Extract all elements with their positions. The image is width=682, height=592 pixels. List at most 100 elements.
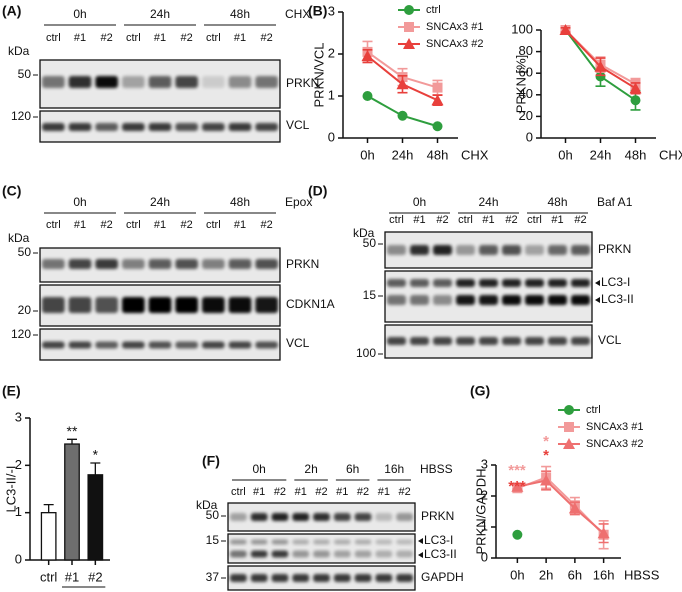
y-tick-label: 0 xyxy=(481,549,488,564)
marker-label: 50 xyxy=(18,245,32,259)
data-point xyxy=(362,91,373,101)
significance: * xyxy=(93,447,99,463)
significance: * xyxy=(543,433,549,450)
legend-marker xyxy=(404,5,414,15)
y-tick-label: 3 xyxy=(481,456,488,471)
protein-label: LC3-II xyxy=(601,292,634,306)
band xyxy=(502,245,521,255)
lane-label: ctrl xyxy=(206,32,221,44)
band xyxy=(456,295,475,305)
y-tick-label: 0 xyxy=(15,551,22,566)
lane-label: #1 xyxy=(234,219,246,231)
group-label: 48h xyxy=(547,195,567,209)
y-tick-label: 2 xyxy=(481,487,488,502)
y-axis-label: PRKN/VCL xyxy=(311,42,326,107)
band xyxy=(333,513,351,521)
band xyxy=(228,297,252,313)
lane-label: #2 xyxy=(181,32,193,44)
y-tick-label: 1 xyxy=(15,504,22,519)
y-tick-label: 3 xyxy=(15,409,22,424)
lane-label: ctrl xyxy=(231,486,246,498)
x-tick-label: 0h xyxy=(558,147,572,162)
data-point xyxy=(511,480,524,492)
y-axis-label: PRKN/GAPDH xyxy=(473,469,488,555)
panel-label: (B) xyxy=(308,3,327,19)
band xyxy=(387,245,406,255)
lane-label: #2 xyxy=(181,219,193,231)
band xyxy=(387,279,406,287)
unit-label: kDa xyxy=(353,226,375,240)
panel-label: (G) xyxy=(470,383,490,399)
lane-label: #1 xyxy=(154,219,166,231)
lane-label: #2 xyxy=(398,486,410,498)
band xyxy=(313,550,330,558)
legend-label: SNCAx3 #2 xyxy=(426,38,483,50)
treatment-label: Baf A1 xyxy=(597,195,633,209)
band xyxy=(333,550,351,558)
lane-label: #2 xyxy=(274,486,286,498)
band xyxy=(433,295,452,305)
band xyxy=(375,574,393,582)
x-tick-label: ctrl xyxy=(40,569,57,584)
band xyxy=(525,295,544,305)
marker-label: 50 xyxy=(206,508,220,522)
band xyxy=(202,123,225,131)
band xyxy=(175,76,198,88)
band xyxy=(375,539,393,545)
protein-label: VCL xyxy=(598,333,622,347)
group-label: 0h xyxy=(252,462,265,476)
treatment-label: Epox xyxy=(285,195,312,209)
band-arrow xyxy=(595,280,600,286)
band xyxy=(292,550,310,558)
band xyxy=(571,295,590,305)
lane-label: #1 xyxy=(74,219,86,231)
lane-label: #1 xyxy=(253,486,265,498)
unit-label: kDa xyxy=(196,498,218,512)
protein-label: CDKN1A xyxy=(286,297,335,311)
band xyxy=(42,259,65,269)
x-axis-label: CHX xyxy=(659,147,682,162)
bar xyxy=(40,512,57,561)
y-axis-label: LC3-II/-I xyxy=(3,466,18,513)
band xyxy=(410,245,429,255)
band xyxy=(230,539,247,545)
band xyxy=(387,337,406,345)
error-bar xyxy=(43,503,54,513)
x-tick-label: 48h xyxy=(427,147,449,162)
band xyxy=(433,337,452,345)
band xyxy=(548,279,567,287)
lane-label: ctrl xyxy=(46,32,61,44)
band xyxy=(375,513,393,521)
lane-label: #1 xyxy=(413,214,425,226)
band xyxy=(396,550,413,558)
band xyxy=(571,245,590,255)
data-point xyxy=(432,121,443,132)
band xyxy=(255,297,278,313)
x-tick-label: 6h xyxy=(568,567,582,582)
band xyxy=(202,297,225,313)
band xyxy=(525,279,544,287)
legend-label: ctrl xyxy=(586,404,601,416)
unit-label: kDa xyxy=(8,231,30,245)
band xyxy=(202,259,225,269)
x-axis-label: CHX xyxy=(461,147,489,162)
band xyxy=(292,574,310,582)
band xyxy=(271,539,289,545)
panel-label: (E) xyxy=(2,383,21,399)
group-label: 2h xyxy=(304,462,317,476)
data-point xyxy=(594,60,607,72)
band xyxy=(230,513,247,521)
band xyxy=(548,337,567,345)
protein-label: PRKN xyxy=(286,76,319,90)
band xyxy=(271,550,289,558)
x-axis-label: HBSS xyxy=(624,567,660,582)
protein-label: VCL xyxy=(286,118,310,132)
band xyxy=(122,76,145,88)
bar xyxy=(87,474,104,561)
band xyxy=(95,297,118,313)
y-tick-label: 2 xyxy=(15,457,22,472)
data-point xyxy=(540,474,553,486)
protein-label: GAPDH xyxy=(421,570,464,584)
band xyxy=(292,539,310,545)
